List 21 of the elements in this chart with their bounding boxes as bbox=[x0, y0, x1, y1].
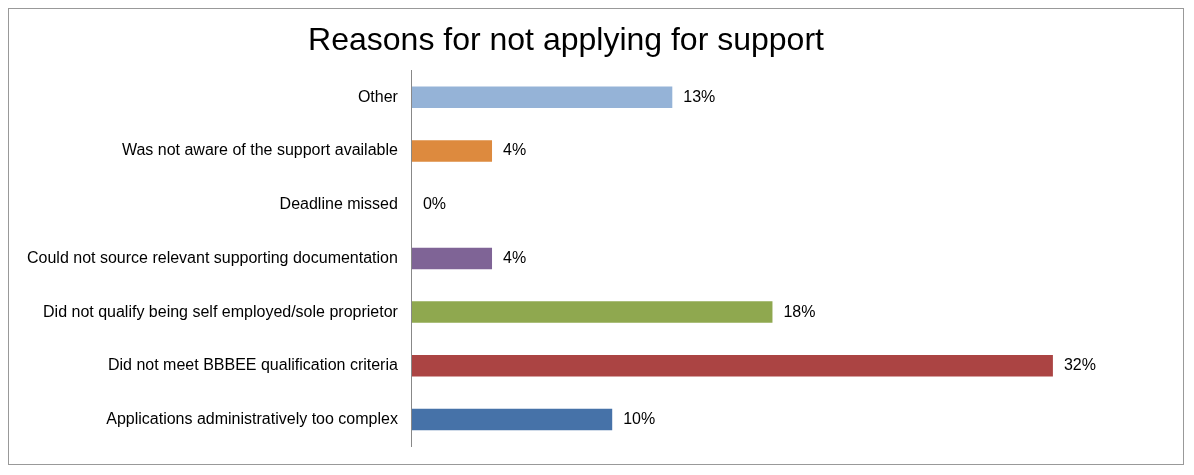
bar bbox=[411, 408, 613, 431]
bar bbox=[411, 86, 673, 108]
bar bbox=[411, 301, 773, 323]
data-label: 0% bbox=[422, 195, 447, 213]
y-tick-label: Applications administratively too complex bbox=[106, 409, 398, 427]
data-label: 32% bbox=[1063, 356, 1096, 374]
y-tick-label: Did not meet BBBEE qualification criteria bbox=[107, 356, 398, 374]
y-tick-label: Other bbox=[357, 87, 399, 105]
y-tick-label: Was not aware of the support available bbox=[121, 141, 398, 159]
bar bbox=[411, 355, 1053, 377]
chart-title: Reasons for not applying for support bbox=[308, 21, 825, 58]
data-label: 10% bbox=[623, 409, 656, 427]
y-tick-label: Deadline missed bbox=[279, 195, 398, 213]
data-label: 18% bbox=[783, 302, 816, 320]
data-label: 4% bbox=[503, 248, 527, 266]
data-label: 13% bbox=[683, 87, 716, 105]
bar bbox=[411, 247, 493, 270]
data-label: 4% bbox=[503, 141, 527, 159]
y-tick-label: Could not source relevant supporting documentation bbox=[26, 248, 398, 266]
bar bbox=[411, 140, 493, 162]
y-tick-label: Did not qualify being self employed/sole proprietor bbox=[43, 302, 399, 320]
